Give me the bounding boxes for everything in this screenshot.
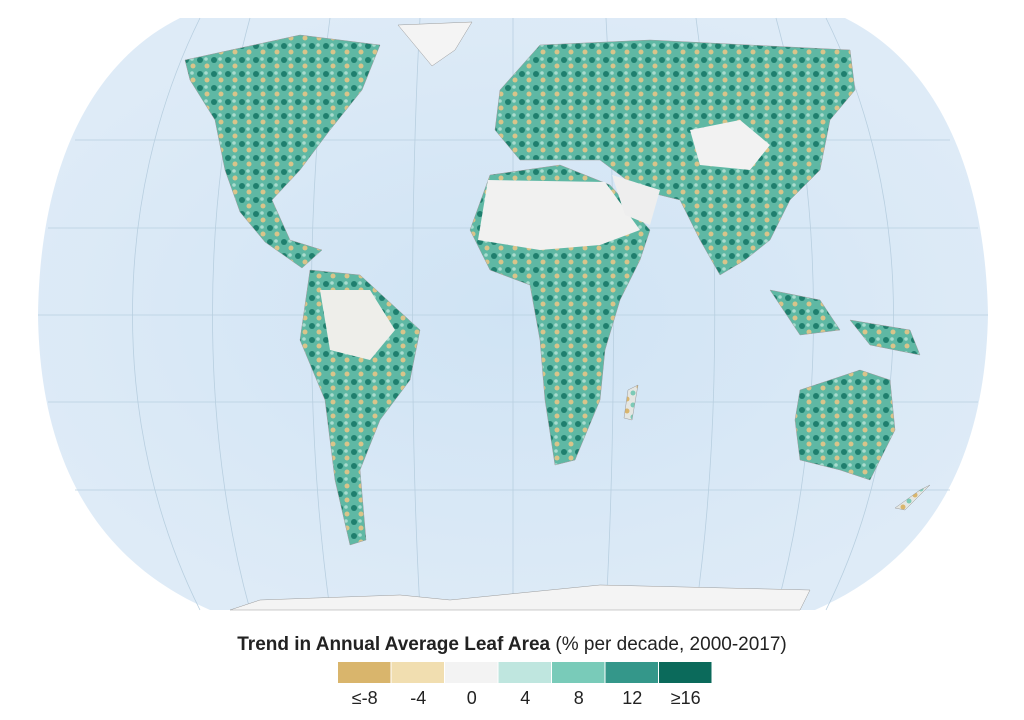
arabia [612, 175, 660, 225]
legend-title-main: Trend in Annual Average Leaf Area [237, 634, 550, 655]
legend: Trend in Annual Average Leaf Area (% per… [237, 634, 787, 708]
legend-label: 8 [574, 688, 584, 708]
legend-swatch [445, 662, 498, 683]
legend-swatch [338, 662, 391, 683]
sahara [478, 180, 640, 250]
legend-title: Trend in Annual Average Leaf Area (% per… [237, 634, 787, 655]
map [38, 17, 988, 611]
legend-label: -4 [410, 688, 426, 708]
legend-swatch [391, 662, 444, 683]
amazon [320, 290, 395, 360]
southeast-asia [769, 289, 921, 356]
madagascar [623, 384, 639, 421]
legend-swatch [552, 662, 605, 683]
legend-swatch [498, 662, 551, 683]
new-zealand [894, 484, 931, 511]
legend-swatch [605, 662, 658, 683]
legend-label: 12 [622, 688, 642, 708]
legend-swatch [659, 662, 712, 683]
land [184, 21, 931, 611]
legend-label: ≤-8 [352, 688, 378, 708]
greenland [397, 21, 473, 67]
eurasia [494, 39, 856, 276]
tibet [690, 120, 770, 170]
antarctica [229, 584, 811, 611]
legend-label: 0 [467, 688, 477, 708]
australia [794, 369, 896, 481]
legend-subtitle: (% per decade, 2000-2017) [555, 634, 786, 655]
legend-label: ≥16 [671, 688, 701, 708]
north-america [184, 34, 381, 269]
legend-label: 4 [520, 688, 530, 708]
